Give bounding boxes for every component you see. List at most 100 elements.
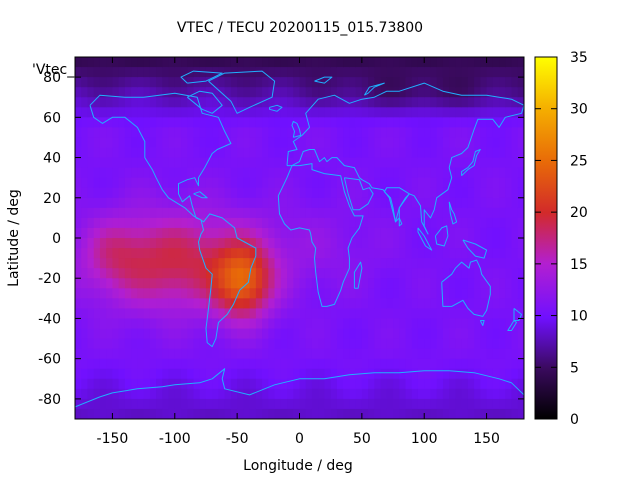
heat-cell bbox=[193, 157, 201, 169]
heat-cell bbox=[517, 207, 524, 219]
heat-cell bbox=[461, 117, 469, 128]
heat-cell bbox=[467, 227, 475, 239]
heat-cell bbox=[205, 328, 213, 340]
heat-cell bbox=[386, 258, 394, 269]
heat-cell bbox=[343, 238, 350, 249]
heat-cell bbox=[218, 57, 226, 68]
heat-cell bbox=[149, 57, 157, 68]
heat-cell bbox=[193, 217, 201, 229]
heat-cell bbox=[99, 147, 107, 159]
heat-cell bbox=[237, 147, 244, 159]
heat-cell bbox=[274, 187, 282, 199]
heat-cell bbox=[361, 388, 369, 400]
heat-cell bbox=[255, 408, 263, 419]
heat-cell bbox=[461, 57, 469, 68]
heat-cell bbox=[368, 408, 375, 419]
heat-cell bbox=[75, 167, 82, 179]
heat-cell bbox=[212, 97, 220, 108]
heat-cell bbox=[112, 197, 120, 209]
heat-cell bbox=[517, 167, 524, 179]
heat-cell bbox=[455, 217, 463, 229]
heat-cell bbox=[336, 368, 344, 380]
heat-cell bbox=[249, 157, 257, 169]
key-label: 'Vtec_ bbox=[32, 62, 75, 78]
heat-cell bbox=[81, 137, 89, 149]
heat-cell bbox=[442, 157, 450, 169]
x-tick-label: 50 bbox=[353, 431, 371, 447]
heat-cell bbox=[474, 338, 481, 350]
heat-cell bbox=[368, 137, 375, 149]
heat-cell bbox=[349, 77, 357, 88]
heat-cell bbox=[137, 238, 145, 249]
heat-cell bbox=[430, 348, 438, 360]
heat-cell bbox=[268, 318, 276, 330]
heat-cell bbox=[143, 268, 151, 279]
heat-cell bbox=[237, 348, 244, 360]
heat-cell bbox=[505, 348, 513, 360]
heat-cell bbox=[81, 328, 89, 340]
coastline-new-guinea bbox=[462, 239, 488, 259]
heat-cell bbox=[156, 268, 163, 279]
heat-cell bbox=[262, 137, 269, 149]
heat-cell bbox=[187, 278, 195, 289]
heat-cell bbox=[368, 388, 375, 400]
heat-cell bbox=[87, 117, 95, 128]
heat-cell bbox=[505, 177, 513, 189]
heat-cell bbox=[311, 227, 319, 239]
heat-cell bbox=[118, 197, 126, 209]
heat-cell bbox=[262, 207, 269, 219]
heat-cell bbox=[467, 217, 475, 229]
heat-cell bbox=[467, 318, 475, 330]
heat-cell bbox=[262, 107, 269, 118]
heat-cell bbox=[436, 368, 444, 380]
heat-cell bbox=[424, 157, 432, 169]
heat-cell bbox=[499, 67, 506, 78]
heat-cell bbox=[124, 147, 132, 159]
heat-cell bbox=[492, 268, 500, 279]
heat-cell bbox=[287, 298, 294, 309]
heat-cell bbox=[237, 217, 244, 229]
y-tick-label: 20 bbox=[43, 191, 61, 207]
heat-cell bbox=[455, 358, 463, 370]
heat-cell bbox=[486, 157, 494, 169]
heat-cell bbox=[436, 227, 444, 239]
heat-cell bbox=[255, 77, 263, 88]
heat-cell bbox=[330, 117, 338, 128]
heat-cell bbox=[205, 57, 213, 68]
heat-cell bbox=[486, 388, 494, 400]
heat-cell bbox=[474, 207, 481, 219]
heat-cell bbox=[243, 268, 251, 279]
heat-cell bbox=[455, 197, 463, 209]
heat-cell bbox=[449, 87, 457, 98]
heat-cell bbox=[106, 408, 114, 419]
heat-cell bbox=[87, 318, 95, 330]
heat-cell bbox=[99, 278, 107, 289]
heat-cell bbox=[324, 358, 332, 370]
heat-cell bbox=[330, 147, 338, 159]
heat-cell bbox=[499, 157, 506, 169]
heat-cell bbox=[399, 207, 407, 219]
heat-cell bbox=[517, 217, 524, 229]
heat-cell bbox=[106, 398, 114, 410]
heat-cell bbox=[361, 328, 369, 340]
heat-cell bbox=[474, 308, 481, 320]
heat-cell bbox=[492, 187, 500, 199]
heat-cell bbox=[492, 87, 500, 98]
heat-cell bbox=[118, 97, 126, 108]
heat-cell bbox=[336, 378, 344, 390]
heat-cell bbox=[193, 348, 201, 360]
heat-cell bbox=[205, 147, 213, 159]
heat-cell bbox=[287, 288, 294, 299]
heat-cell bbox=[118, 258, 126, 269]
heat-cell bbox=[137, 388, 145, 400]
heat-cell bbox=[318, 227, 326, 239]
heat-cell bbox=[243, 127, 251, 139]
heat-cell bbox=[218, 157, 226, 169]
heat-cell bbox=[305, 278, 313, 289]
heat-cell bbox=[368, 268, 375, 279]
heat-cell bbox=[467, 107, 475, 118]
heat-cell bbox=[517, 398, 524, 410]
heat-cell bbox=[467, 288, 475, 299]
heat-cell bbox=[168, 388, 176, 400]
